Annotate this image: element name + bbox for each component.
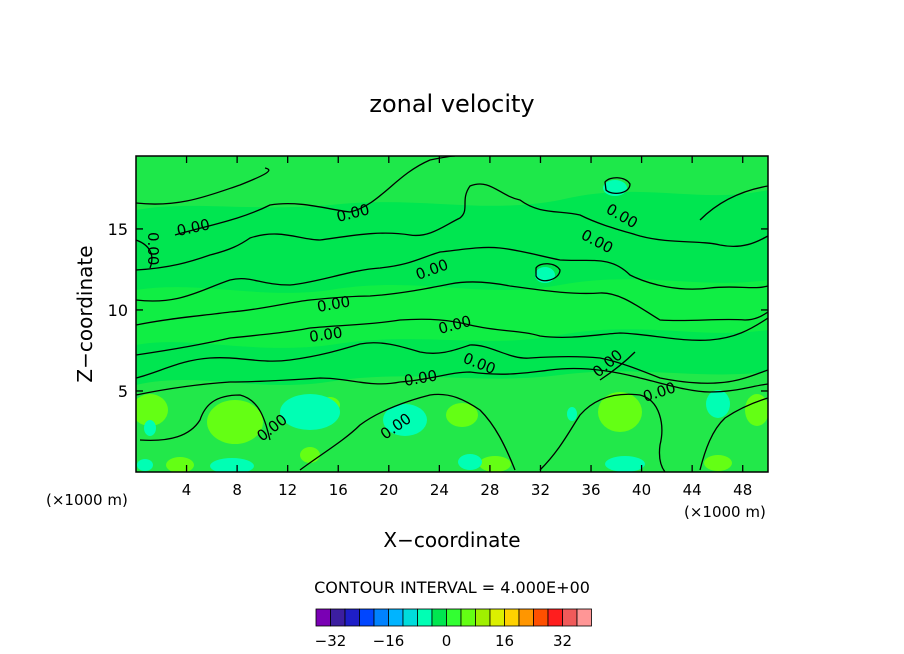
x-tick-label: 24	[430, 481, 449, 499]
positive-cell	[479, 456, 511, 472]
x-tick-label: 36	[581, 481, 600, 499]
positive-cell	[207, 400, 263, 444]
colorbar-tick-label: 0	[442, 632, 452, 650]
contour-interval: CONTOUR INTERVAL = 4.000E+00	[314, 578, 590, 597]
contour-line	[535, 263, 561, 282]
colorbar-swatch	[417, 608, 433, 627]
negative-cell	[144, 420, 156, 436]
colorbar-swatch	[373, 608, 389, 627]
negative-cell	[605, 456, 645, 472]
x-axis-label: X−coordinate	[383, 528, 520, 552]
contour-line	[539, 393, 666, 472]
colorbar-tick-label: 32	[553, 632, 572, 650]
negative-cell	[137, 459, 153, 471]
colorbar-swatch	[344, 608, 360, 627]
y-axis: 5 10 15	[108, 220, 768, 401]
colorbar-swatch	[576, 608, 592, 627]
x-tick-label: 28	[480, 481, 499, 499]
positive-cell	[704, 455, 732, 471]
colorbar-swatch	[431, 608, 447, 627]
colorbar-swatch	[460, 608, 476, 627]
contour-line	[136, 281, 768, 326]
contour-label: 0.00	[308, 323, 344, 345]
colorbar-swatch	[518, 608, 534, 627]
y-tick-label: 15	[108, 220, 128, 239]
positive-cell	[446, 403, 478, 427]
contour-line	[136, 317, 768, 356]
colorbar-swatch	[489, 608, 505, 627]
x-tick-label: 48	[733, 481, 752, 499]
contour-line	[136, 367, 768, 396]
contour-line	[136, 246, 768, 302]
negative-cell	[535, 267, 555, 283]
x-unit-right: (×1000 m)	[684, 503, 766, 521]
x-tick-label: 40	[632, 481, 651, 499]
colorbar-swatch	[504, 608, 520, 627]
upper-band-field	[136, 156, 768, 210]
colorbar: −32 −16 0 16 32	[315, 608, 592, 650]
x-tick-label: 32	[531, 481, 550, 499]
colorbar-swatch	[446, 608, 462, 627]
contour-label: 0.00	[403, 366, 439, 390]
contour-label: 0.00	[144, 232, 162, 265]
contour-line	[604, 177, 631, 195]
x-tick-label: 4	[182, 481, 192, 499]
colorbar-swatch	[315, 608, 331, 627]
contour-line	[136, 183, 768, 271]
negative-cell	[210, 458, 254, 472]
negative-cell	[280, 394, 340, 430]
colorbar-swatch	[359, 608, 375, 627]
contour-line	[174, 156, 456, 236]
colorbar-swatch	[402, 608, 418, 627]
colorbar-tick-label: 16	[495, 632, 514, 650]
contour-line	[299, 393, 516, 471]
colorbar-tick-label: −16	[373, 632, 405, 650]
x-axis: 4 8 12 16 20 24 28 32 36 40 44 48	[182, 156, 752, 499]
y-axis-label: Z−coordinate	[73, 245, 97, 382]
colorbar-tick-label: −32	[315, 632, 347, 650]
positive-cell	[166, 457, 194, 472]
contour-lines	[136, 156, 768, 472]
positive-cell	[598, 392, 642, 432]
contour-line	[136, 342, 768, 384]
contour-line	[136, 167, 270, 205]
colorbar-swatch	[388, 608, 404, 627]
colorbar-swatch	[547, 608, 563, 627]
colorbar-swatch	[330, 608, 346, 627]
positive-cell	[136, 394, 168, 426]
x-tick-label: 12	[278, 481, 297, 499]
x-tick-label: 20	[379, 481, 398, 499]
positive-cell	[300, 447, 320, 463]
positive-cell	[745, 394, 768, 426]
negative-cell	[383, 404, 427, 436]
negative-cell	[706, 390, 730, 418]
x-unit-left: (×1000 m)	[46, 491, 128, 509]
contour-line	[136, 239, 153, 269]
negative-cell	[567, 407, 577, 421]
negative-cell	[458, 454, 482, 470]
x-tick-label: 16	[329, 481, 348, 499]
x-tick-label: 44	[683, 481, 702, 499]
colorbar-swatch	[533, 608, 549, 627]
colorbar-swatch	[475, 608, 491, 627]
contour-label: 0.00	[316, 292, 352, 316]
plot-area: 0.00 0.00 0.00 0.00 0.00 0.00 0.00 0.00 …	[136, 156, 768, 472]
contour-line	[699, 185, 768, 221]
contour-line	[139, 394, 271, 442]
x-tick-label: 8	[232, 481, 242, 499]
contour-line	[699, 397, 768, 471]
colorbar-swatch	[562, 608, 578, 627]
y-tick-label: 10	[108, 301, 128, 320]
plot-frame	[135, 155, 769, 473]
y-tick-label: 5	[118, 382, 128, 401]
chart-title: zonal velocity	[369, 90, 534, 118]
contour-line	[599, 351, 636, 381]
